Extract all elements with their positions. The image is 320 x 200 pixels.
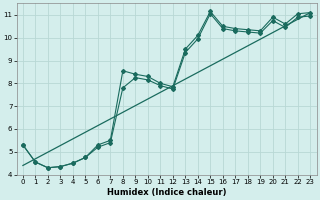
X-axis label: Humidex (Indice chaleur): Humidex (Indice chaleur) xyxy=(107,188,226,197)
